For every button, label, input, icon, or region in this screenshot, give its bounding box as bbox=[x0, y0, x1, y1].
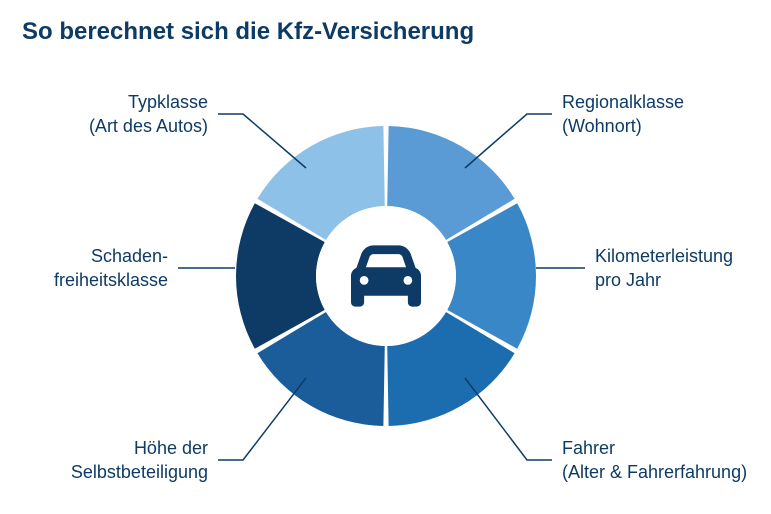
segment-label-5-line2: (Art des Autos) bbox=[89, 116, 208, 136]
segment-label-1: Kilometerleistung pro Jahr bbox=[595, 244, 733, 293]
connector-5 bbox=[218, 114, 306, 168]
segment-label-2-line1: Fahrer bbox=[562, 438, 615, 458]
segment-label-1-line2: pro Jahr bbox=[595, 270, 661, 290]
segment-label-5-line1: Typklasse bbox=[128, 92, 208, 112]
segment-label-5: Typklasse (Art des Autos) bbox=[89, 90, 208, 139]
segment-label-2: Fahrer (Alter & Fahrerfahrung) bbox=[562, 436, 747, 485]
connector-2 bbox=[465, 378, 552, 460]
segment-label-0-line2: (Wohnort) bbox=[562, 116, 642, 136]
segment-label-4-line1: Schaden- bbox=[91, 246, 168, 266]
segment-label-3: Höhe der Selbstbeteiligung bbox=[71, 436, 208, 485]
connector-3 bbox=[218, 378, 306, 460]
segment-label-0: Regionalklasse (Wohnort) bbox=[562, 90, 684, 139]
segment-label-3-line2: Selbstbeteiligung bbox=[71, 462, 208, 482]
segment-label-0-line1: Regionalklasse bbox=[562, 92, 684, 112]
donut-chart: Regionalklasse (Wohnort) Kilometerleistung… bbox=[0, 58, 771, 514]
segment-label-3-line1: Höhe der bbox=[134, 438, 208, 458]
segment-label-2-line2: (Alter & Fahrerfahrung) bbox=[562, 462, 747, 482]
segment-label-4-line2: freiheitsklasse bbox=[54, 270, 168, 290]
connector-0 bbox=[465, 114, 552, 168]
page-title: So berechnet sich die Kfz-Versicherung bbox=[22, 18, 474, 46]
segment-label-4: Schaden-freiheitsklasse bbox=[54, 244, 168, 293]
segment-label-1-line1: Kilometerleistung bbox=[595, 246, 733, 266]
